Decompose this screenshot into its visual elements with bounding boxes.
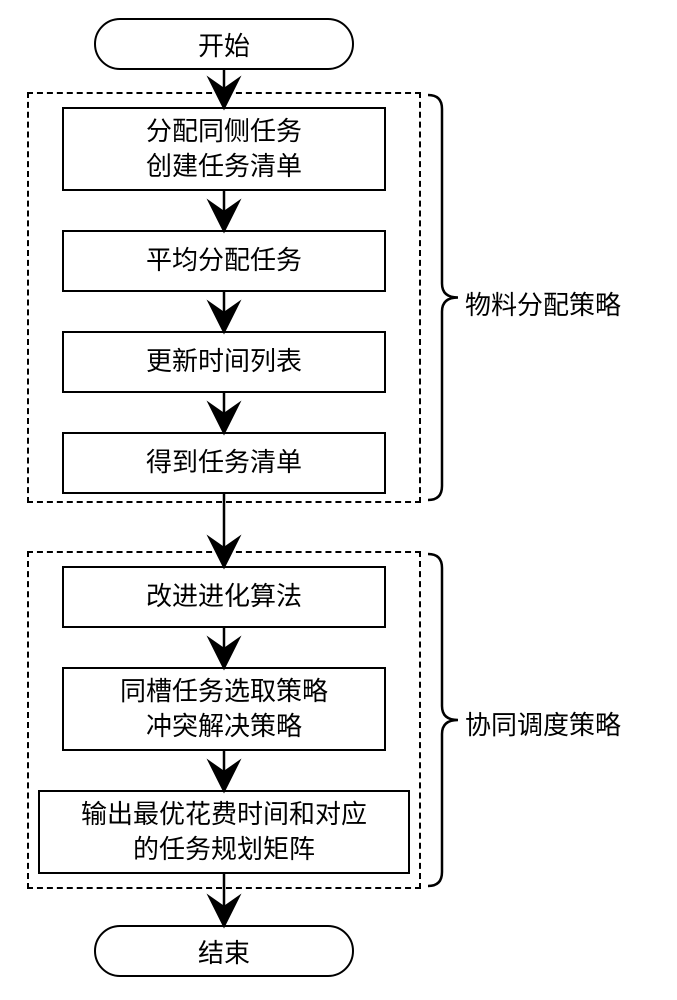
flowchart-canvas: 开始 分配同侧任务 创建任务清单 平均分配任务 更新时间列表 得到任务清单 改进…	[0, 0, 677, 1000]
node-end-text: 结束	[198, 933, 250, 970]
node-p5: 改进进化算法	[62, 566, 386, 628]
node-p3: 更新时间列表	[62, 331, 386, 393]
group-label-1: 物料分配策略	[465, 285, 621, 322]
group-label-2: 协同调度策略	[465, 705, 621, 742]
node-p3-text: 更新时间列表	[146, 344, 302, 379]
node-p4-text: 得到任务清单	[146, 445, 302, 480]
node-p7-line1: 输出最优花费时间和对应	[81, 797, 367, 832]
node-end: 结束	[94, 925, 354, 977]
node-start-text: 开始	[198, 26, 250, 63]
node-p6-line1: 同槽任务选取策略	[120, 674, 328, 709]
node-p2: 平均分配任务	[62, 230, 386, 292]
node-p1-line1: 分配同侧任务	[146, 114, 302, 149]
node-p7: 输出最优花费时间和对应 的任务规划矩阵	[38, 790, 410, 874]
node-p6-line2: 冲突解决策略	[120, 709, 328, 744]
node-p5-text: 改进进化算法	[146, 579, 302, 614]
node-p6: 同槽任务选取策略 冲突解决策略	[62, 667, 386, 751]
node-p7-line2: 的任务规划矩阵	[81, 832, 367, 867]
node-start: 开始	[94, 18, 354, 70]
node-p1: 分配同侧任务 创建任务清单	[62, 107, 386, 191]
node-p2-text: 平均分配任务	[146, 243, 302, 278]
node-p4: 得到任务清单	[62, 432, 386, 494]
node-p1-line2: 创建任务清单	[146, 149, 302, 184]
